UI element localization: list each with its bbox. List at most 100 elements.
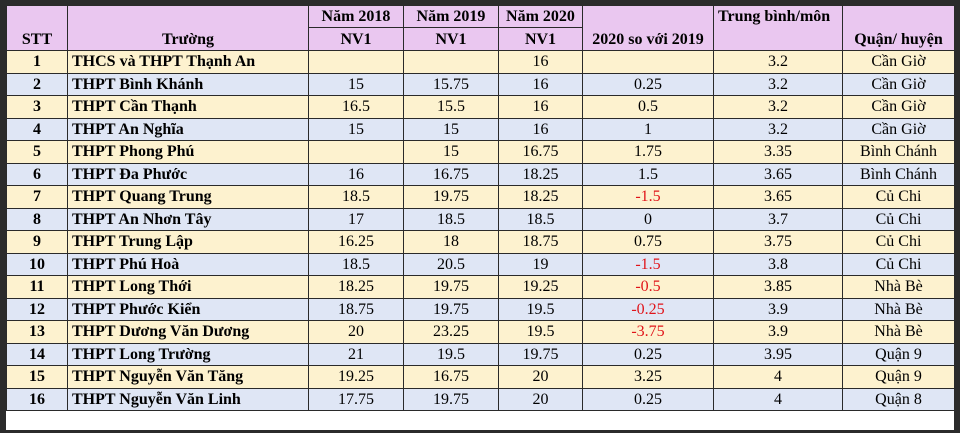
row-score-2020: 20 (498, 365, 583, 389)
header-year-2020: Năm 2020 (498, 5, 583, 28)
score-table: STT Trường Năm 2018 Năm 2019 Năm 2020 20… (6, 5, 955, 411)
row-score-2019: 15 (403, 140, 499, 164)
row-score-2018: 16 (308, 162, 404, 186)
row-average: 3.7 (713, 207, 843, 231)
row-score-2018: 18.75 (308, 297, 404, 321)
table-row: 2 THPT Bình Khánh 15 15.75 16 0.25 3.2 Cần Giờ (6, 72, 955, 96)
row-score-2018: 18.25 (308, 275, 404, 299)
row-average: 3.2 (713, 50, 843, 74)
row-score-2018 (308, 140, 404, 164)
row-stt: 12 (6, 297, 68, 321)
row-score-2019: 23.25 (403, 320, 499, 344)
row-average: 3.9 (713, 320, 843, 344)
row-average: 3.85 (713, 275, 843, 299)
row-score-2019: 18 (403, 230, 499, 254)
row-score-2020: 19.5 (498, 297, 583, 321)
row-score-2019: 19.75 (403, 185, 499, 209)
row-score-2018: 16.5 (308, 95, 404, 119)
row-school-name: THPT Long Trường (67, 342, 309, 366)
row-score-2018: 18.5 (308, 185, 404, 209)
row-score-2020: 16 (498, 117, 583, 141)
row-diff: 0.5 (582, 95, 714, 119)
row-stt: 11 (6, 275, 68, 299)
header-district: Quận/ huyện (842, 5, 955, 51)
row-diff: 0.25 (582, 387, 714, 411)
row-school-name: THCS và THPT Thạnh An (67, 50, 309, 74)
row-score-2018: 20 (308, 320, 404, 344)
row-district: Củ Chi (842, 207, 955, 231)
row-stt: 7 (6, 185, 68, 209)
row-score-2018: 15 (308, 117, 404, 141)
row-score-2018: 18.5 (308, 252, 404, 276)
header-compare: 2020 so với 2019 (582, 5, 714, 51)
row-stt: 14 (6, 342, 68, 366)
table-row: 8 THPT An Nhơn Tây 17 18.5 18.5 0 3.7 Củ Chi (6, 207, 955, 231)
row-score-2018: 19.25 (308, 365, 404, 389)
row-average: 3.75 (713, 230, 843, 254)
row-average: 3.2 (713, 72, 843, 96)
row-school-name: THPT Long Thới (67, 275, 309, 299)
table-row: 16 THPT Nguyễn Văn Linh 17.75 19.75 20 0.25 4 Q… (6, 387, 955, 411)
row-score-2020: 16 (498, 50, 583, 74)
row-district: Củ Chi (842, 252, 955, 276)
row-score-2019: 15.5 (403, 95, 499, 119)
header-row-1: STT Trường Năm 2018 Năm 2019 Năm 2020 20… (6, 5, 955, 51)
row-diff: 0 (582, 207, 714, 231)
row-stt: 13 (6, 320, 68, 344)
row-stt: 3 (6, 95, 68, 119)
header-year-2018: Năm 2018 (308, 5, 404, 28)
row-school-name: THPT Nguyễn Văn Linh (67, 387, 309, 411)
table-row: 10 THPT Phú Hoà 18.5 20.5 19 -1.5 3.8 Củ Chi (6, 252, 955, 276)
row-score-2019: 20.5 (403, 252, 499, 276)
row-district: Củ Chi (842, 230, 955, 254)
table-row: 6 THPT Đa Phước 16 16.75 18.25 1.5 3.65 Bình Ch… (6, 162, 955, 186)
row-diff: 0.25 (582, 72, 714, 96)
row-diff: 1.75 (582, 140, 714, 164)
row-district: Nhà Bè (842, 275, 955, 299)
row-school-name: THPT Phong Phú (67, 140, 309, 164)
row-score-2020: 19 (498, 252, 583, 276)
row-score-2020: 19.75 (498, 342, 583, 366)
row-district: Củ Chi (842, 185, 955, 209)
row-average: 3.65 (713, 185, 843, 209)
score-table-container: STT Trường Năm 2018 Năm 2019 Năm 2020 20… (6, 5, 955, 430)
table-row: 9 THPT Trung Lập 16.25 18 18.75 0.75 3.75 Củ Ch… (6, 230, 955, 254)
row-score-2020: 20 (498, 387, 583, 411)
row-district: Cần Giờ (842, 95, 955, 119)
row-district: Quận 8 (842, 387, 955, 411)
row-district: Cần Giờ (842, 50, 955, 74)
row-school-name: THPT Dương Văn Dương (67, 320, 309, 344)
header-school: Trường (67, 5, 309, 51)
row-score-2020: 18.25 (498, 185, 583, 209)
row-average: 4 (713, 365, 843, 389)
row-score-2020: 16 (498, 72, 583, 96)
row-score-2019: 19.75 (403, 275, 499, 299)
header-row-2: NV1 NV1 NV1 (7, 27, 955, 51)
row-diff: 1 (582, 117, 714, 141)
row-score-2018: 15 (308, 72, 404, 96)
row-average: 3.95 (713, 342, 843, 366)
row-diff: 0.25 (582, 342, 714, 366)
row-diff (582, 50, 714, 74)
row-score-2018 (308, 50, 404, 74)
row-score-2018: 21 (308, 342, 404, 366)
row-school-name: THPT Đa Phước (67, 162, 309, 186)
row-school-name: THPT Quang Trung (67, 185, 309, 209)
table-row: 12 THPT Phước Kiển 18.75 19.75 19.5 -0.25 3.9 N… (6, 297, 955, 321)
row-stt: 5 (6, 140, 68, 164)
table-row: 13 THPT Dương Văn Dương 20 23.25 19.5 -3.75 3.… (6, 320, 955, 344)
row-score-2020: 19.5 (498, 320, 583, 344)
row-score-2020: 19.25 (498, 275, 583, 299)
row-average: 3.35 (713, 140, 843, 164)
row-stt: 16 (6, 387, 68, 411)
table-body: 1 THCS và THPT Thạnh An 16 3.2 Cần Giờ 2 THPT … (6, 50, 955, 411)
row-school-name: THPT Trung Lập (67, 230, 309, 254)
row-score-2019: 19.5 (403, 342, 499, 366)
row-school-name: THPT Phước Kiển (67, 297, 309, 321)
header-year-2019: Năm 2019 (403, 5, 499, 28)
row-diff: -3.75 (582, 320, 714, 344)
row-school-name: THPT Phú Hoà (67, 252, 309, 276)
table-row: 3 THPT Cần Thạnh 16.5 15.5 16 0.5 3.2 Cần Giờ (6, 95, 955, 119)
header-nv1-2018: NV1 (308, 27, 404, 51)
row-score-2020: 18.25 (498, 162, 583, 186)
